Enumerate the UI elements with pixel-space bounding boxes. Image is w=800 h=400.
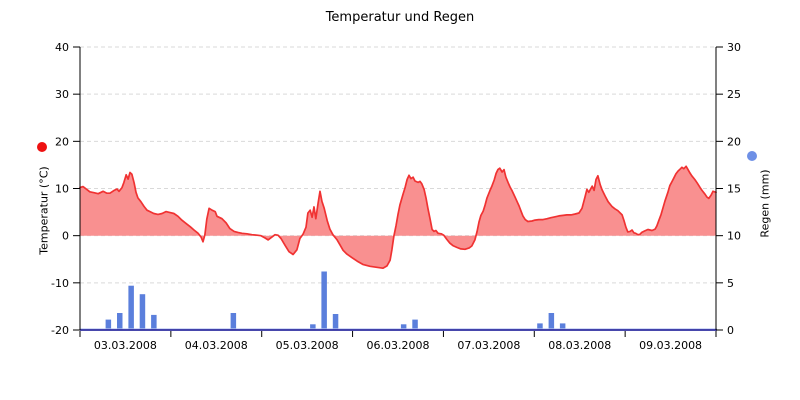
right-tick-label: 25 [727, 88, 741, 101]
rain-bar [412, 319, 418, 330]
rain-bar [151, 314, 157, 330]
left-tick-label: -20 [51, 324, 69, 337]
rain-bar [117, 313, 123, 330]
chart-title: Temperatur und Regen [325, 10, 475, 25]
right-tick-label: 5 [727, 277, 734, 290]
left-tick-label: -10 [51, 277, 69, 290]
x-tick-label: 04.03.2008 [185, 339, 248, 352]
left-tick-label: 10 [55, 183, 69, 196]
x-tick-label: 05.03.2008 [276, 339, 339, 352]
rain-bar [332, 314, 339, 330]
temperature-legend-dot-icon [37, 142, 47, 152]
left-tick-label: 30 [55, 88, 69, 101]
right-axis-title: Regen (mm) [758, 169, 772, 238]
rain-bar [400, 324, 407, 330]
x-tick-label: 03.03.2008 [94, 339, 157, 352]
rain-bar [559, 323, 566, 330]
x-tick-label: 06.03.2008 [367, 339, 430, 352]
x-tick-label: 08.03.2008 [548, 339, 611, 352]
left-tick-label: 40 [55, 41, 69, 54]
left-axis-title: Temperatur (°C) [37, 166, 51, 255]
x-tick-label: 07.03.2008 [457, 339, 520, 352]
right-tick-label: 0 [727, 324, 734, 337]
x-tick-label: 09.03.2008 [639, 339, 702, 352]
rain-bar [105, 319, 112, 330]
right-tick-label: 30 [727, 41, 741, 54]
rain-legend-dot-icon [747, 151, 757, 161]
rain-bar [139, 294, 146, 330]
right-tick-label: 10 [727, 230, 741, 243]
rain-bar [321, 271, 327, 330]
temperature-line [79, 165, 717, 270]
rain-bar [537, 323, 543, 330]
left-tick-label: 20 [55, 135, 69, 148]
rain-bar [230, 313, 237, 330]
rain-bar [310, 324, 316, 330]
rain-bar [128, 285, 134, 330]
rain-bar [548, 313, 555, 330]
right-tick-label: 15 [727, 183, 741, 196]
right-tick-label: 20 [727, 135, 741, 148]
left-tick-label: 0 [62, 230, 69, 243]
